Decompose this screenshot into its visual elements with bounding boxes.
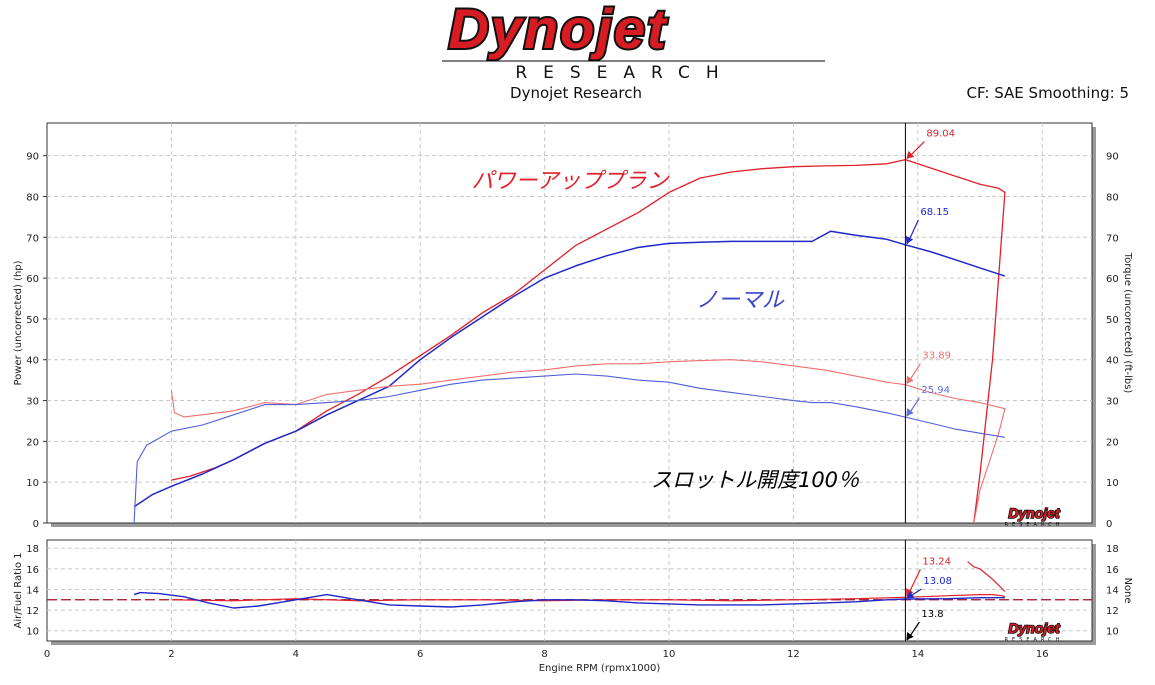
series-afr-spike — [967, 561, 1006, 592]
mini-logo-bottom: Dynojet — [1008, 620, 1061, 636]
cf-smoothing-label: CF: SAE Smoothing: 5 — [966, 84, 1129, 102]
power-ytick-label: 60 — [26, 274, 39, 285]
callout-value-power-powerup: 89.04 — [926, 129, 955, 140]
rpm-xtick-label: 10 — [663, 649, 676, 660]
series-power-normal — [133, 230, 1006, 508]
rpm-xtick-label: 16 — [1036, 649, 1049, 660]
afr-ytick-label: 16 — [26, 565, 39, 576]
afr-right-ytick-label: 14 — [1106, 585, 1119, 596]
callout-arrowhead — [906, 408, 914, 417]
rpm-xtick-label: 12 — [787, 649, 800, 660]
rpm-xtick-label: 6 — [417, 649, 423, 660]
afr-ytick-label: 12 — [26, 606, 39, 617]
afr-right-ytick-label: 10 — [1106, 627, 1119, 638]
rpm-xtick-label: 2 — [168, 649, 174, 660]
callout-value-rpm: 13.8 — [921, 609, 943, 620]
power-ytick-label: 20 — [26, 437, 39, 448]
power-ytick-label: 40 — [26, 356, 39, 367]
afr-right-axis-label: None — [1122, 577, 1133, 603]
callout-arrowhead — [906, 375, 914, 384]
series-power-powerup — [171, 158, 1006, 524]
rpm-xtick-label: 8 — [541, 649, 547, 660]
power-ytick-label: 70 — [26, 233, 39, 244]
torque-ytick-label: 20 — [1106, 437, 1119, 448]
rpm-xtick-label: 0 — [44, 649, 50, 660]
series-torque-normal — [133, 373, 1005, 524]
torque-ytick-label: 70 — [1106, 233, 1119, 244]
torque-ytick-label: 10 — [1106, 478, 1119, 489]
series-torque-powerup — [170, 359, 1006, 524]
rpm-xtick-label: 4 — [293, 649, 299, 660]
afr-plot-frame — [46, 539, 1093, 642]
callout-arrowhead — [906, 150, 915, 159]
callout-value-power-normal: 68.15 — [920, 207, 949, 218]
afr-ytick-label: 18 — [26, 544, 39, 555]
power-ytick-label: 0 — [33, 519, 39, 530]
afr-right-ytick-label: 16 — [1106, 565, 1119, 576]
mini-logo-sub-top: RESEARCH — [1005, 522, 1064, 528]
torque-ytick-label: 90 — [1106, 152, 1119, 163]
torque-ytick-label: 30 — [1106, 397, 1119, 408]
torque-axis-label: Torque (uncorrected) (ft-lbs) — [1122, 252, 1133, 394]
power-axis-label: Power (uncorrected) (hp) — [13, 260, 24, 385]
afr-ytick-label: 14 — [26, 585, 39, 596]
series-afr-powerup — [171, 593, 1006, 602]
mini-logo-top: Dynojet — [1008, 505, 1061, 521]
annotation-1: ノーマル — [696, 288, 785, 313]
rpm-xtick-label: 14 — [911, 649, 924, 660]
power-ytick-label: 30 — [26, 397, 39, 408]
torque-ytick-label: 40 — [1106, 356, 1119, 367]
power-ytick-label: 90 — [26, 152, 39, 163]
power-ytick-label: 50 — [26, 315, 39, 326]
series-afr-normal — [133, 591, 1005, 609]
annotation-0: パワーアッププラン — [471, 169, 670, 194]
rpm-axis-label: Engine RPM (rpmx1000) — [539, 663, 661, 674]
torque-ytick-label: 50 — [1106, 315, 1119, 326]
torque-ytick-label: 80 — [1106, 192, 1119, 203]
callout-arrowhead — [906, 590, 915, 598]
callout-value-afr-powerup: 13.24 — [922, 556, 951, 567]
annotation-2: スロットル開度100％ — [651, 468, 860, 492]
afr-ytick-label: 10 — [26, 627, 39, 638]
callout-value-torque-powerup: 33.89 — [922, 351, 951, 362]
callout-arrowhead — [906, 632, 914, 640]
afr-axis-label: Air/Fuel Ratio 1 — [13, 553, 24, 629]
afr-right-ytick-label: 12 — [1106, 606, 1119, 617]
company-title: Dynojet Research — [510, 84, 642, 102]
torque-ytick-label: 60 — [1106, 274, 1119, 285]
callout-value-afr-normal: 13.08 — [923, 576, 952, 587]
callout-value-torque-normal: 25.94 — [921, 385, 950, 396]
power-ytick-label: 80 — [26, 192, 39, 203]
power-ytick-label: 10 — [26, 478, 39, 489]
afr-right-ytick-label: 18 — [1106, 544, 1119, 555]
callout-arrowhead — [905, 235, 914, 244]
torque-ytick-label: 0 — [1106, 519, 1112, 530]
mini-logo-sub-bottom: RESEARCH — [1005, 637, 1064, 643]
logo-subtitle: RESEARCH — [515, 63, 734, 83]
dynojet-logo: Dynojet — [448, 0, 668, 60]
